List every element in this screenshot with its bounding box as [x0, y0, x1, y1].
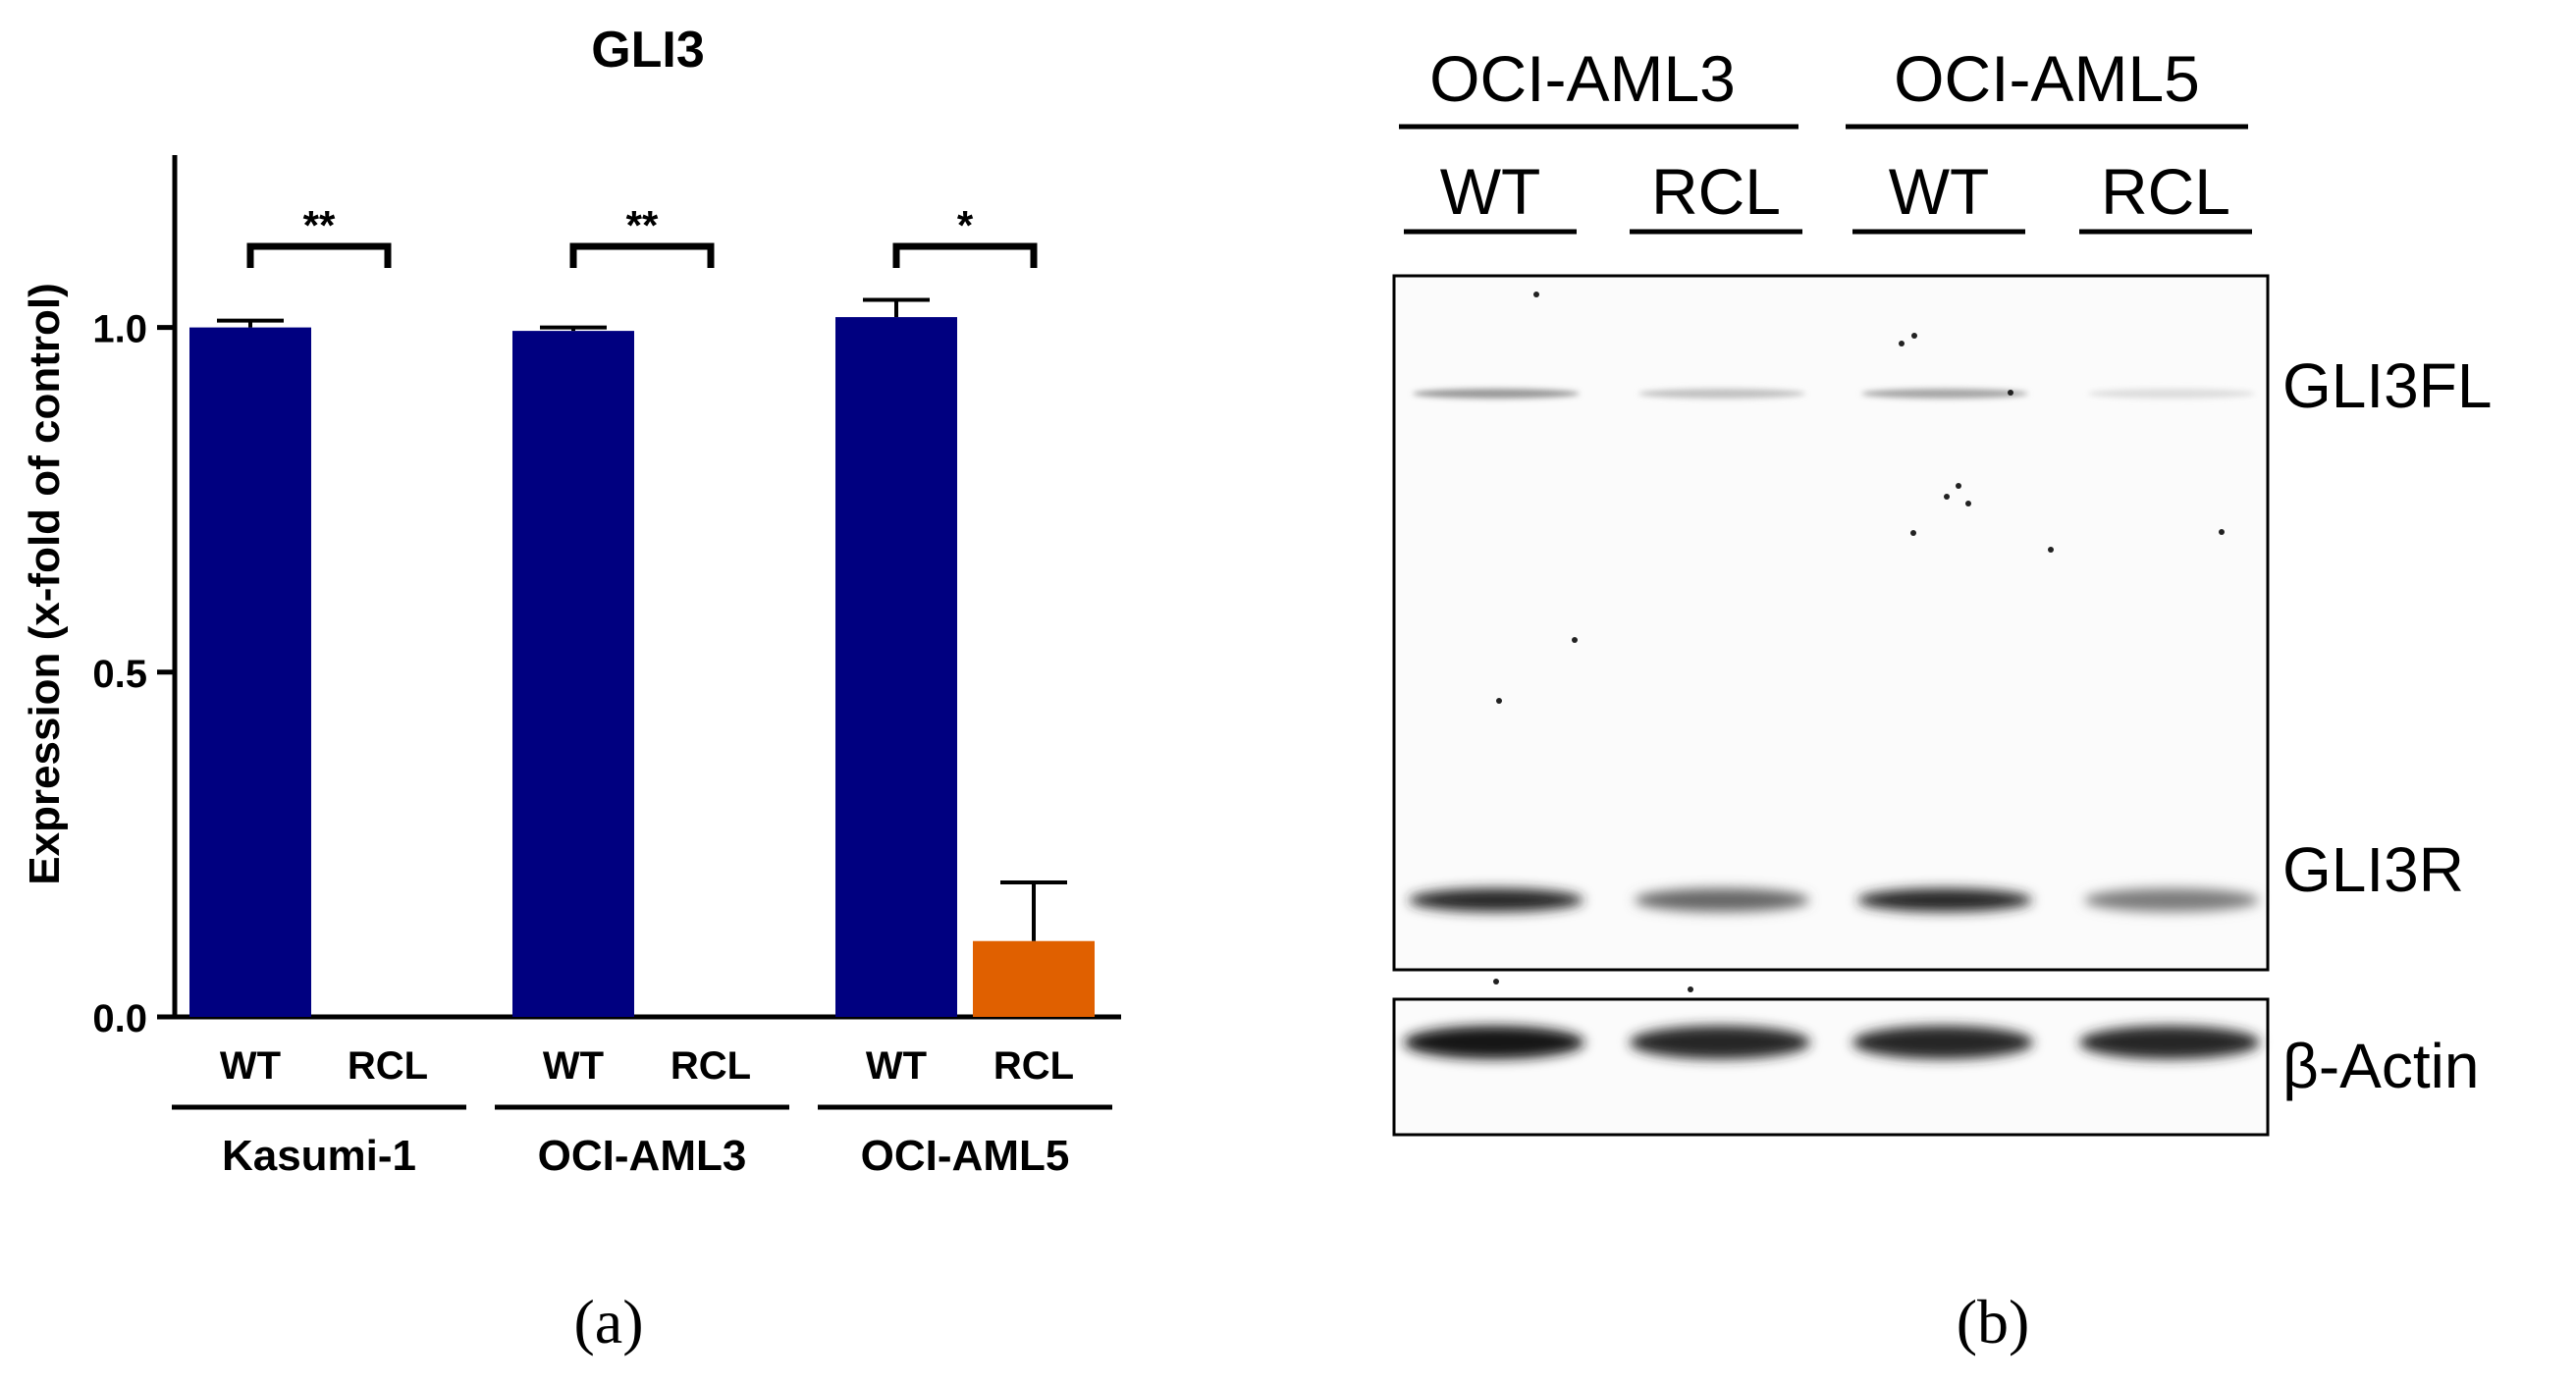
membrane-speck	[1688, 986, 1693, 992]
x-category-label: WT	[543, 1044, 604, 1088]
panel-b-label: (b)	[1957, 1287, 2030, 1357]
band-label-actin: β-Actin	[2282, 1031, 2479, 1101]
bar-oci-aml3-wt	[512, 331, 634, 1017]
actin-band	[1630, 1026, 1810, 1059]
main-blot-membrane	[1392, 274, 2270, 972]
y-ticks: 0.0 0.5 1.0	[92, 308, 175, 1040]
lane-header: RCL	[2101, 155, 2230, 228]
cell-line-header-1: OCI-AML3	[1429, 42, 1736, 115]
panel-a: GLI3 Expression (x-fold of control) 0.00…	[21, 22, 1121, 1357]
panel-a-label: (a)	[573, 1287, 643, 1357]
error-bars	[217, 297, 1067, 941]
lane-header: RCL	[1651, 155, 1781, 228]
gli3fl-band	[2088, 389, 2255, 399]
x-category-label: RCL	[348, 1044, 428, 1088]
group-label: OCI-AML5	[861, 1132, 1070, 1180]
actin-blot-membrane	[1392, 997, 2270, 1137]
band-label-gli3fl: GLI3FL	[2282, 350, 2492, 421]
lane-header: WT	[1440, 155, 1541, 228]
membrane-speck	[2048, 547, 2054, 553]
gli3fl-band	[1413, 389, 1580, 399]
group-label: OCI-AML3	[538, 1132, 747, 1180]
panel-b: OCI-AML3 OCI-AML5 WT RCL WT RCL GLI3FL GLI3…	[1392, 42, 2492, 1357]
group-label: Kasumi-1	[222, 1132, 416, 1180]
gli3r-band	[1635, 888, 1809, 912]
actin-band	[1404, 1026, 1584, 1059]
y-tick-label: 0.0	[92, 997, 147, 1040]
gli3r-bands	[1409, 888, 2259, 912]
membrane-speck	[1493, 979, 1499, 985]
x-category-label: RCL	[671, 1044, 751, 1088]
membrane-specks	[1493, 292, 2225, 992]
band-label-gli3r: GLI3R	[2282, 834, 2464, 905]
bar-kasumi-1-wt	[189, 327, 311, 1018]
cell-line-header-2: OCI-AML5	[1894, 42, 2200, 115]
bars	[189, 317, 1095, 1018]
x-category-label: WT	[866, 1044, 927, 1088]
membrane-speck	[1911, 333, 1917, 339]
significance-bracket	[246, 242, 392, 268]
significance-marker: **	[626, 202, 659, 248]
gli3fl-band	[1638, 389, 1805, 399]
x-category-label: RCL	[993, 1044, 1074, 1088]
actin-bands	[1404, 1026, 2260, 1059]
gli3fl-bands	[1413, 389, 2255, 399]
membrane-speck	[1944, 494, 1950, 500]
y-tick-label: 1.0	[92, 308, 147, 351]
membrane-speck	[1899, 341, 1905, 346]
membrane-speck	[2219, 529, 2225, 535]
lane-headers: WT RCL WT RCL	[1404, 155, 2252, 235]
actin-band	[1852, 1026, 2033, 1059]
y-axis-label: Expression (x-fold of control)	[21, 283, 69, 885]
membrane-speck	[1496, 698, 1502, 704]
y-tick-label: 0.5	[92, 653, 147, 696]
group-labels: Kasumi-1 OCI-AML3 OCI-AML5	[172, 1104, 1112, 1180]
membrane-speck	[1533, 292, 1539, 297]
chart-title: GLI3	[591, 22, 705, 79]
membrane-speck	[1956, 483, 1961, 489]
membrane-speck	[2008, 390, 2013, 396]
bar-oci-aml5-rcl	[973, 940, 1095, 1017]
x-category-label: WT	[220, 1044, 281, 1088]
gli3r-band	[1857, 888, 2032, 912]
gli3fl-band	[1861, 389, 2028, 399]
significance-bracket	[569, 242, 715, 268]
gli3r-band	[2084, 888, 2259, 912]
significance-marker: *	[957, 202, 974, 248]
significance-brackets: ** ** *	[246, 202, 1038, 268]
bar-oci-aml5-wt	[835, 317, 957, 1018]
lane-header: WT	[1889, 155, 1990, 228]
membrane-speck	[1965, 501, 1971, 506]
x-category-labels: WT RCL WT RCL WT RCL	[220, 1044, 1074, 1088]
gli3r-band	[1409, 888, 1583, 912]
significance-marker: **	[303, 202, 336, 248]
significance-bracket	[892, 242, 1038, 268]
actin-band	[2079, 1026, 2260, 1059]
membrane-speck	[1910, 530, 1916, 536]
membrane-speck	[1572, 637, 1578, 643]
